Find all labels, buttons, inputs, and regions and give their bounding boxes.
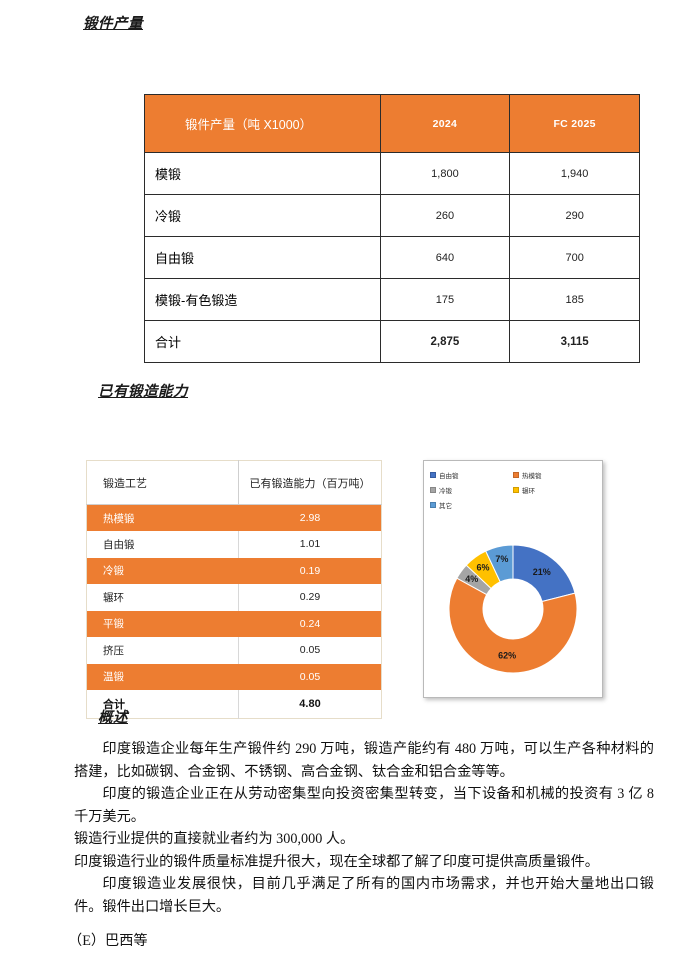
- legend-item-0: 自由锻: [430, 467, 513, 482]
- cell-capacity: 2.98: [238, 504, 382, 531]
- table-total-row: 合计 2,875 3,115: [144, 320, 640, 363]
- column-header-2024: 2024: [379, 94, 511, 153]
- table-row: 平锻 0.24: [86, 610, 382, 637]
- cell-capacity: 0.05: [238, 637, 382, 664]
- cell-capacity: 0.05: [238, 663, 382, 690]
- cell-fc2025: 185: [509, 278, 640, 321]
- legend-label: 自由锻: [439, 472, 459, 480]
- donut-slice-label: 4%: [465, 574, 478, 584]
- cell-process: 挤压: [86, 637, 239, 664]
- table-row: 模锻-有色锻造 175 185: [144, 278, 640, 321]
- paragraph: 印度锻造业发展很快，目前几乎满足了所有的国内市场需求，并也开始大量地出口锻件。锻…: [74, 876, 654, 915]
- table-row: 自由锻 640 700: [144, 236, 640, 279]
- forging-production-table: 锻件产量（吨 X1000） 2024 FC 2025 模锻 1,800 1,94…: [144, 94, 640, 363]
- column-header-capacity: 已有锻造能力（百万吨）: [238, 460, 382, 505]
- cell-process: 平锻: [86, 610, 239, 637]
- section-heading-overview: 概述: [98, 710, 128, 726]
- legend-item-3: 辗环: [513, 482, 596, 497]
- column-header-fc2025: FC 2025: [509, 94, 640, 153]
- chart-legend: 自由锻 热模锻 冷锻 辗环 其它: [430, 467, 596, 512]
- cell-total-label: 合计: [86, 690, 239, 718]
- column-header-category: 锻件产量（吨 X1000）: [144, 94, 381, 153]
- paragraph: 印度锻造企业每年生产锻件约 290 万吨，锻造产能约有 480 万吨，可以生产各…: [74, 741, 654, 780]
- table-row: 辗环 0.29: [86, 584, 382, 611]
- cell-fc2025: 290: [509, 194, 640, 237]
- table-row: 挤压 0.05: [86, 637, 382, 664]
- legend-swatch-icon: [430, 471, 436, 478]
- capacity-share-donut-chart: 自由锻 热模锻 冷锻 辗环 其它 21% 62% 4% 6% 7%: [423, 460, 603, 698]
- legend-swatch-icon: [513, 486, 519, 493]
- legend-label: 其它: [439, 502, 452, 510]
- cell-category: 模锻-有色锻造: [144, 278, 381, 321]
- cell-capacity: 0.24: [238, 610, 382, 637]
- section-heading-capacity: 已有锻造能力: [98, 384, 188, 400]
- table-row: 冷锻 260 290: [144, 194, 640, 237]
- table-row: 热模锻 2.98: [86, 504, 382, 531]
- donut-slice-label: 21%: [533, 567, 551, 577]
- cell-fc2025: 700: [509, 236, 640, 279]
- donut-svg: 21% 62% 4%6% 7%: [448, 544, 578, 674]
- legend-swatch-icon: [430, 486, 436, 493]
- paragraph: 印度的锻造企业正在从劳动密集型向投资密集型转变，当下设备和机械的投资有 3 亿 …: [74, 786, 654, 825]
- table-total-row: 合计 4.80: [86, 690, 382, 718]
- legend-item-1: 热模锻: [513, 467, 596, 482]
- donut-slice-label: 6%: [477, 563, 490, 573]
- cell-category: 模锻: [144, 152, 381, 195]
- section-heading-production: 锻件产量: [83, 16, 143, 32]
- donut-slice-label: 7%: [495, 554, 508, 564]
- table-row: 自由锻 1.01: [86, 531, 382, 558]
- cell-process: 冷锻: [86, 557, 239, 584]
- cell-fc2025: 1,940: [509, 152, 640, 195]
- cell-2024: 1,800: [379, 152, 511, 195]
- cell-capacity: 0.29: [238, 584, 382, 611]
- legend-swatch-icon: [430, 501, 436, 508]
- cell-capacity: 1.01: [238, 531, 382, 558]
- paragraph: 锻造行业提供的直接就业者约为 300,000 人。: [74, 831, 355, 847]
- cell-total-label: 合计: [144, 320, 381, 363]
- legend-item-4: 其它: [430, 497, 513, 512]
- table-row: 温锻 0.05: [86, 663, 382, 690]
- column-header-process: 锻造工艺: [86, 460, 239, 505]
- legend-label: 辗环: [522, 487, 535, 495]
- cell-process: 温锻: [86, 663, 239, 690]
- table-row: 冷锻 0.19: [86, 557, 382, 584]
- legend-item-2: 冷锻: [430, 482, 513, 497]
- cell-total-capacity: 4.80: [238, 690, 382, 718]
- overview-body-text: 印度锻造企业每年生产锻件约 290 万吨，锻造产能约有 480 万吨，可以生产各…: [74, 738, 654, 918]
- legend-swatch-icon: [513, 471, 519, 478]
- cell-2024: 175: [379, 278, 511, 321]
- cell-category: 自由锻: [144, 236, 381, 279]
- legend-label: 热模锻: [522, 472, 542, 480]
- table-header-row: 锻造工艺 已有锻造能力（百万吨）: [86, 460, 382, 505]
- existing-capacity-table: 锻造工艺 已有锻造能力（百万吨） 热模锻 2.98 自由锻 1.01 冷锻 0.…: [86, 460, 382, 719]
- cell-2024: 640: [379, 236, 511, 279]
- cell-process: 自由锻: [86, 531, 239, 558]
- cell-capacity: 0.19: [238, 557, 382, 584]
- donut-slice: [485, 544, 514, 583]
- footer-note: （E）巴西等: [68, 933, 148, 949]
- table-header-row: 锻件产量（吨 X1000） 2024 FC 2025: [144, 94, 640, 153]
- table-row: 模锻 1,800 1,940: [144, 152, 640, 195]
- cell-total-2024: 2,875: [379, 320, 511, 363]
- legend-label: 冷锻: [439, 487, 452, 495]
- cell-process: 辗环: [86, 584, 239, 611]
- cell-category: 冷锻: [144, 194, 381, 237]
- paragraph: 印度锻造行业的锻件质量标准提升很大，现在全球都了解了印度可提供高质量锻件。: [74, 853, 599, 870]
- cell-process: 热模锻: [86, 504, 239, 531]
- cell-total-fc2025: 3,115: [509, 320, 640, 363]
- donut-graphic: 21% 62% 4% 6% 7%: [439, 535, 587, 683]
- donut-slice-label: 62%: [498, 651, 516, 661]
- cell-2024: 260: [379, 194, 511, 237]
- donut-slice: [448, 577, 578, 674]
